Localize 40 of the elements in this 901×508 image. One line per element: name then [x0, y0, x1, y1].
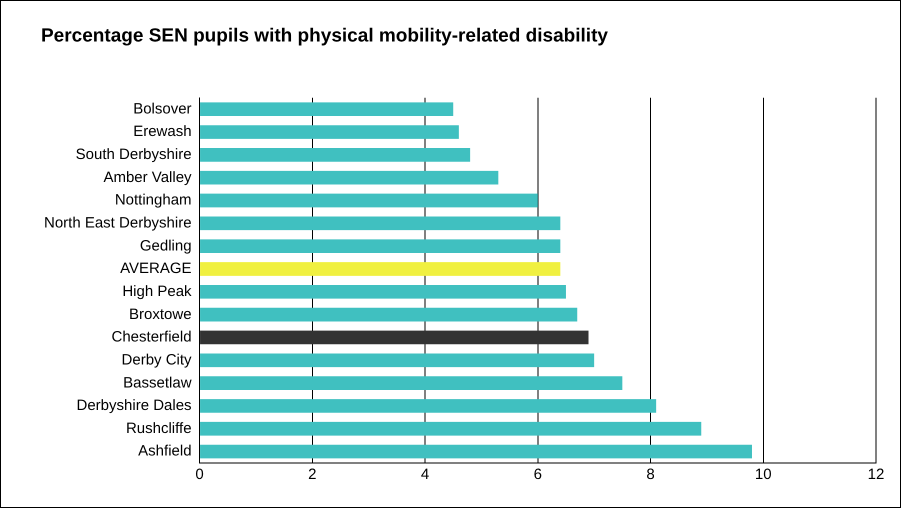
bar: [200, 376, 622, 390]
y-tick-label: Bolsover: [133, 100, 192, 118]
y-tick-label: Erewash: [133, 123, 192, 140]
x-tick-label: 4: [420, 466, 430, 484]
bar: [200, 399, 656, 413]
x-tick-label: 0: [195, 466, 204, 484]
x-tick-label: 10: [754, 466, 772, 484]
y-tick-label: Nottingham: [114, 192, 192, 209]
chart-title: Percentage SEN pupils with physical mobility-related disability: [41, 26, 608, 47]
bar: [200, 148, 470, 162]
y-tick-label: Chesterfield: [112, 328, 192, 346]
y-tick-label: Derbyshire Dales: [76, 397, 192, 414]
bar: [200, 102, 454, 116]
bar: [200, 170, 498, 185]
x-tick-label: 8: [646, 466, 655, 484]
bar: [200, 194, 538, 208]
bar: [200, 444, 752, 458]
y-tick-label: Ashfield: [138, 442, 192, 460]
y-tick-label: Bassetlaw: [123, 374, 192, 392]
y-tick-label: North East Derbyshire: [44, 214, 192, 232]
y-tick-label: Derby City: [122, 351, 192, 368]
y-tick-label: Broxtowe: [129, 306, 192, 323]
y-tick-label: High Peak: [122, 282, 192, 300]
bar: [200, 262, 560, 276]
bar: [200, 330, 589, 344]
bar: [200, 216, 560, 230]
y-tick-label: Rushcliffe: [126, 420, 192, 437]
y-tick-label: South Derbyshire: [76, 146, 192, 164]
y-tick-label: Gedling: [140, 237, 192, 254]
x-tick-label: 6: [534, 466, 542, 484]
bar: [200, 125, 459, 139]
bar: [200, 284, 566, 299]
y-tick-label: AVERAGE: [120, 260, 192, 278]
x-tick-label: 12: [868, 466, 884, 484]
x-tick-label: 2: [308, 466, 316, 484]
bar: [200, 353, 594, 368]
bar: [200, 422, 702, 436]
bar: [200, 239, 560, 254]
bar: [200, 308, 578, 322]
y-tick-label: Amber Valley: [103, 168, 192, 186]
